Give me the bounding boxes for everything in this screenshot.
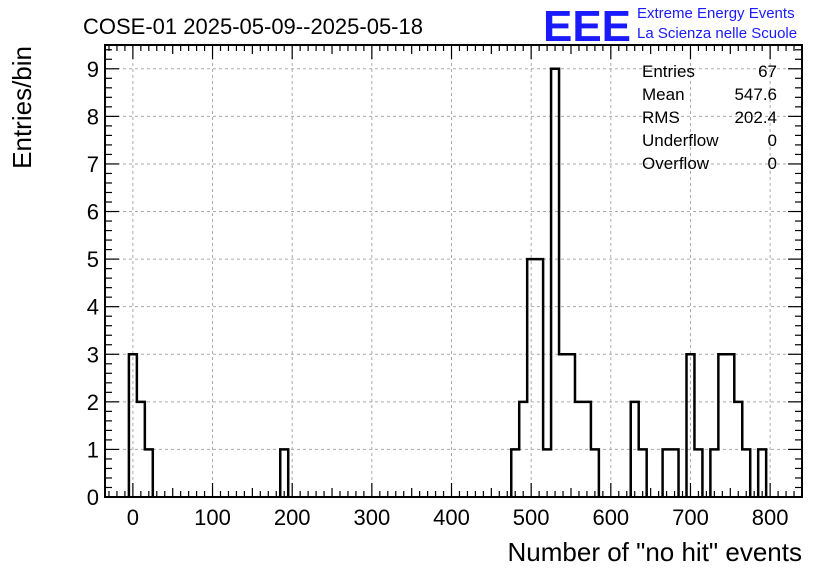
stats-label: RMS: [642, 108, 680, 127]
stats-box: Entries 67 Mean 547.6 RMS 202.4 Underflo…: [642, 62, 777, 173]
x-tick-label: 200: [274, 505, 311, 530]
y-tick-label: 1: [87, 437, 99, 462]
y-tick-label: 0: [87, 485, 99, 510]
x-tick-label: 0: [127, 505, 139, 530]
stats-value: 67: [758, 62, 777, 81]
stats-label: Overflow: [642, 154, 710, 173]
x-axis-title: Number of "no hit" events: [508, 537, 803, 567]
x-tick-label: 400: [433, 505, 470, 530]
x-tick-label: 100: [194, 505, 231, 530]
y-tick-label: 5: [87, 247, 99, 272]
plot-frame: [104, 44, 803, 498]
logo-letters: EEE: [543, 2, 631, 51]
chart-title: COSE-01 2025-05-09--2025-05-18: [83, 14, 423, 39]
x-tick-label: 500: [513, 505, 550, 530]
y-axis-title: Entries/bin: [7, 46, 37, 169]
y-tick-label: 8: [87, 104, 99, 129]
axis-ticks: [105, 45, 803, 498]
logo-line1: Extreme Energy Events: [637, 5, 795, 22]
stats-label: Mean: [642, 85, 685, 104]
grid-lines: [105, 45, 802, 497]
stats-label: Entries: [642, 62, 695, 81]
stats-value: 0: [768, 154, 777, 173]
x-tick-label: 300: [353, 505, 390, 530]
histogram-outline: [127, 67, 768, 497]
stats-value: 547.6: [734, 85, 777, 104]
x-tick-label: 800: [752, 505, 789, 530]
logo-line2: La Scienza nelle Scuole: [637, 25, 797, 42]
stats-value: 0: [768, 131, 777, 150]
x-tick-label: 600: [592, 505, 629, 530]
y-tick-label: 4: [87, 295, 99, 320]
y-tick-label: 9: [87, 57, 99, 82]
eee-logo: EEE Extreme Energy Events La Scienza nel…: [543, 2, 797, 51]
stats-value: 202.4: [734, 108, 777, 127]
y-tick-label: 3: [87, 342, 99, 367]
y-tick-label: 2: [87, 390, 99, 415]
stats-label: Underflow: [642, 131, 719, 150]
y-tick-label: 7: [87, 152, 99, 177]
x-tick-label: 700: [672, 505, 709, 530]
y-tick-label: 6: [87, 200, 99, 225]
